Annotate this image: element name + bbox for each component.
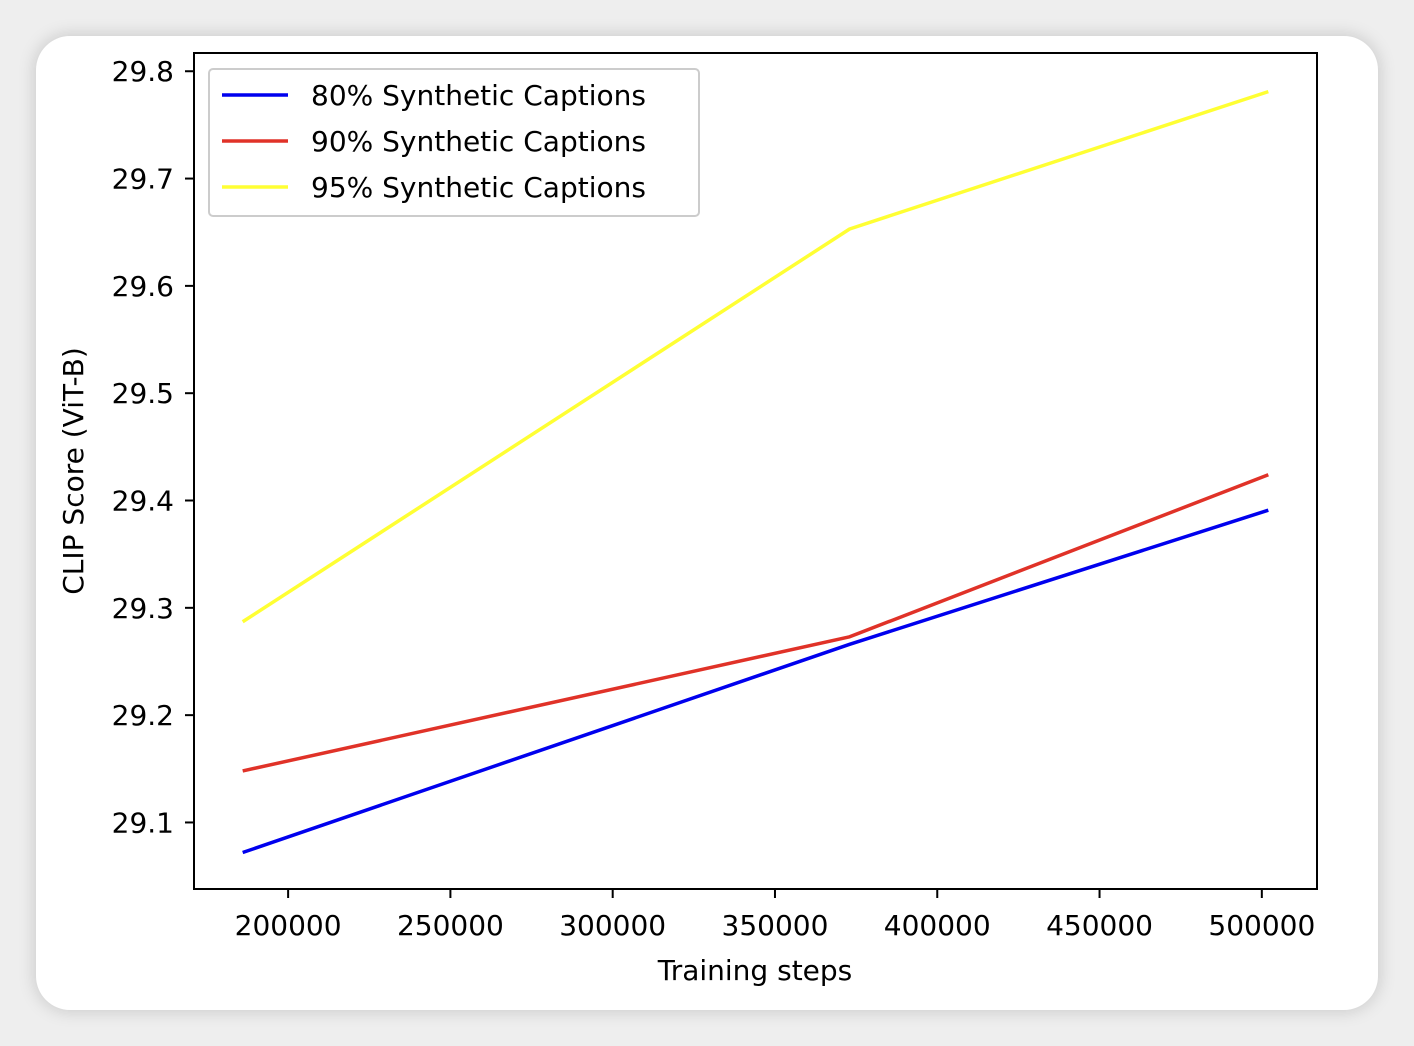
legend-label-1: 80% Synthetic Captions xyxy=(311,79,646,112)
x-axis-label: Training steps xyxy=(657,954,853,987)
series-line-3 xyxy=(241,89,1269,624)
y-tick-label: 29.6 xyxy=(112,270,174,303)
legend-label-2: 90% Synthetic Captions xyxy=(311,125,646,158)
x-axis: 200000 250000 300000 350000 400000 450000 5000… xyxy=(235,889,1315,942)
x-tick-label: 300000 xyxy=(559,909,666,942)
series-line-1 xyxy=(242,508,1269,855)
legend-box xyxy=(208,68,700,217)
plot-frame xyxy=(193,52,1318,890)
y-tick-label: 29.3 xyxy=(112,592,174,625)
x-tick-label: 500000 xyxy=(1208,909,1315,942)
y-tick-label: 29.5 xyxy=(112,377,174,410)
y-tick-label: 29.1 xyxy=(112,806,174,839)
y-tick-label: 29.4 xyxy=(112,485,174,518)
x-tick-label: 200000 xyxy=(235,909,342,942)
x-tick-label: 250000 xyxy=(397,909,504,942)
legend: 80% Synthetic Captions 90% Synthetic Capt… xyxy=(208,68,700,217)
y-axis: 29.1 29.2 29.3 29.4 29.5 29.6 29.7 29.8 xyxy=(112,55,194,839)
x-tick-label: 450000 xyxy=(1046,909,1153,942)
series-layer xyxy=(241,89,1269,855)
y-tick-label: 29.8 xyxy=(112,55,174,88)
x-tick-label: 400000 xyxy=(884,909,991,942)
y-tick-label: 29.2 xyxy=(112,699,174,732)
legend-label-3: 95% Synthetic Captions xyxy=(311,171,646,204)
x-tick-label: 350000 xyxy=(722,909,829,942)
y-axis-label: CLIP Score (ViT-B) xyxy=(57,347,90,595)
series-line-2 xyxy=(242,473,1269,773)
y-tick-label: 29.7 xyxy=(112,163,174,196)
